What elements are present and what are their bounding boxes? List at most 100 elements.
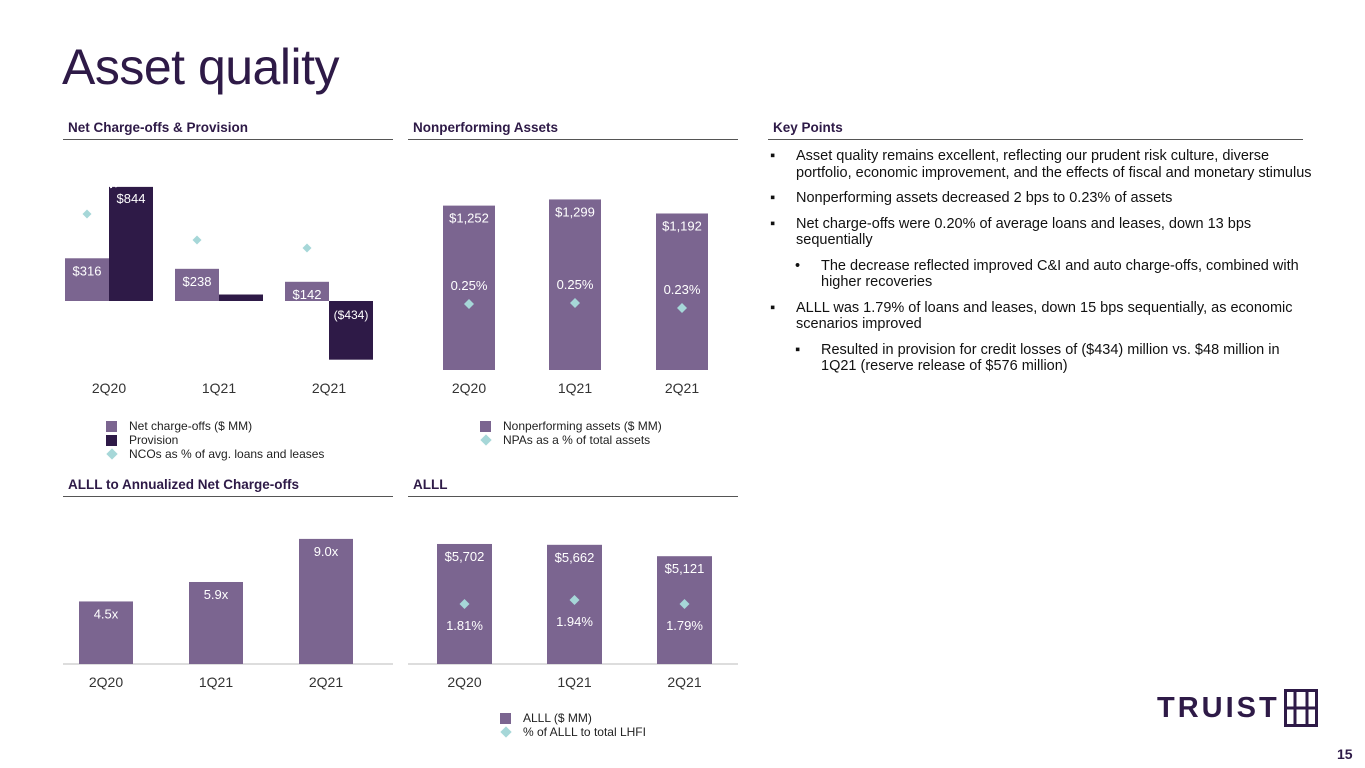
- alll-nco-bar-label: 4.5x: [94, 606, 119, 621]
- nco-pct-label: 0.33%: [180, 249, 214, 263]
- axis-break-mark: [109, 178, 153, 189]
- alll-pct-marker: [459, 599, 470, 609]
- npa-pct-label: 0.25%: [451, 278, 488, 293]
- legend-swatch-npa: [480, 420, 491, 432]
- key-point-text: Resulted in provision for credit losses …: [821, 341, 1280, 375]
- x-tick-label: 2Q20: [92, 380, 126, 396]
- section-header-nco: Net Charge-offs & Provision: [63, 117, 393, 140]
- nco-pct-label: 0.39%: [70, 223, 104, 237]
- bullet-icon: ▪: [770, 215, 776, 232]
- provision-bar: [109, 186, 153, 301]
- section-header-alll: ALLL: [408, 474, 738, 497]
- alll-bar-label: $5,121: [665, 561, 705, 576]
- provision-bar: [219, 294, 263, 301]
- truist-hh-icon: [1283, 689, 1318, 727]
- key-point-item: • The decrease reflected improved C&I and…: [770, 258, 1315, 291]
- npa-bar-label: $1,299: [555, 204, 595, 219]
- npa-pct-label: 0.23%: [664, 282, 701, 297]
- provision-bar-label: $48: [230, 299, 252, 314]
- x-tick-label: 2Q20: [447, 674, 481, 690]
- logo-text: TRUIST: [1157, 691, 1280, 724]
- x-tick-label: 2Q21: [309, 674, 343, 690]
- bullet-icon: ▪: [795, 341, 801, 358]
- nco-legend: Net charge-offs ($ MM) Provision NCOs as…: [106, 419, 324, 461]
- alll-pct-marker: [569, 595, 580, 605]
- key-point-text: The decrease reflected improved C&I and …: [821, 257, 1299, 291]
- nco-pct-marker: [192, 235, 202, 245]
- legend-item-nco: Net charge-offs ($ MM): [106, 419, 324, 433]
- key-point-item: ▪ Net charge-offs were 0.20% of average l…: [770, 216, 1315, 249]
- x-tick-label: 2Q20: [452, 380, 486, 396]
- key-point-text: ALLL was 1.79% of loans and leases, down…: [796, 299, 1293, 333]
- truist-logo: TRUIST: [1157, 689, 1318, 727]
- npa-pct-marker: [464, 299, 474, 309]
- alll-nco-bar: [79, 601, 133, 664]
- x-tick-label: 1Q21: [202, 380, 236, 396]
- nco-pct-marker: [302, 243, 312, 253]
- alll-nco-bar-label: 9.0x: [314, 544, 339, 559]
- legend-item-nco-pct: NCOs as % of avg. loans and leases: [106, 447, 324, 461]
- nco-bar: [175, 268, 219, 301]
- nco-bar-label: $238: [183, 274, 212, 289]
- key-point-text: Net charge-offs were 0.20% of average lo…: [796, 215, 1252, 249]
- legend-item-npa-pct: NPAs as a % of total assets: [480, 433, 662, 447]
- npa-pct-label: 0.25%: [557, 277, 594, 292]
- legend-swatch-nco: [106, 420, 117, 432]
- npa-bar-label: $1,252: [449, 211, 489, 226]
- key-point-item: ▪ ALLL was 1.79% of loans and leases, dow…: [770, 300, 1315, 333]
- x-tick-label: 2Q21: [665, 380, 699, 396]
- legend-diamond-icon: [106, 448, 118, 460]
- npa-legend: Nonperforming assets ($ MM) NPAs as a % …: [480, 419, 662, 447]
- alll-nco-bar: [189, 581, 243, 664]
- alll-pct-label: 1.81%: [446, 618, 483, 633]
- alll-nco-bar-label: 5.9x: [204, 587, 229, 602]
- npa-bar-label: $1,192: [662, 218, 702, 233]
- nco-bar-label: $316: [73, 263, 102, 278]
- alll-legend: ALLL ($ MM) % of ALLL to total LHFI: [500, 711, 646, 739]
- bullet-icon: ▪: [770, 190, 776, 206]
- nco-bar: [65, 258, 109, 301]
- npa-bar: [443, 205, 495, 370]
- bullet-icon: ▪: [770, 148, 776, 164]
- legend-diamond-icon: [480, 434, 492, 446]
- npa-bar: [656, 213, 708, 370]
- alll-pct-label: 1.79%: [666, 618, 703, 633]
- legend-item-alll-pct: % of ALLL to total LHFI: [500, 725, 646, 739]
- legend-swatch-provision: [106, 434, 117, 446]
- provision-bar-label: ($434): [334, 308, 369, 322]
- section-header-keypoints: Key Points: [768, 117, 1303, 140]
- page-title: Asset quality: [62, 39, 339, 95]
- legend-item-npa: Nonperforming assets ($ MM): [480, 419, 662, 433]
- alll-pct-label: 1.94%: [556, 614, 593, 629]
- npa-pct-marker: [570, 298, 580, 308]
- key-point-text: Nonperforming assets decreased 2 bps to …: [796, 190, 1173, 206]
- key-points-list: ▪ Asset quality remains excellent, reflec…: [770, 148, 1315, 384]
- nco-bar: [285, 281, 329, 301]
- section-header-alll-nco: ALLL to Annualized Net Charge-offs: [63, 474, 393, 497]
- x-tick-label: 2Q21: [312, 380, 346, 396]
- x-tick-label: 1Q21: [557, 674, 591, 690]
- nco-pct-label: 0.20%: [290, 257, 324, 271]
- alll-bar-label: $5,702: [445, 549, 485, 564]
- key-point-item: ▪ Asset quality remains excellent, reflec…: [770, 148, 1315, 181]
- provision-bar: [329, 301, 373, 360]
- nco-bar-label: $142: [293, 287, 322, 302]
- nco-pct-marker: [82, 209, 92, 219]
- legend-diamond-icon: [500, 726, 512, 738]
- x-tick-label: 2Q20: [89, 674, 123, 690]
- key-point-item: ▪ Resulted in provision for credit losses…: [770, 342, 1315, 375]
- section-header-npa: Nonperforming Assets: [408, 117, 738, 140]
- page-number: 15: [1337, 746, 1353, 762]
- x-tick-label: 2Q21: [667, 674, 701, 690]
- bullet-icon: ▪: [770, 299, 776, 316]
- legend-item-provision: Provision: [106, 433, 324, 447]
- npa-pct-marker: [677, 303, 687, 313]
- key-point-text: Asset quality remains excellent, reflect…: [796, 148, 1312, 181]
- npa-bar: [549, 199, 601, 370]
- legend-swatch-alll: [500, 712, 511, 724]
- alll-bar: [657, 556, 712, 664]
- alll-pct-marker: [679, 599, 690, 609]
- legend-item-alll: ALLL ($ MM): [500, 711, 646, 725]
- provision-bar-label: $844: [117, 191, 146, 206]
